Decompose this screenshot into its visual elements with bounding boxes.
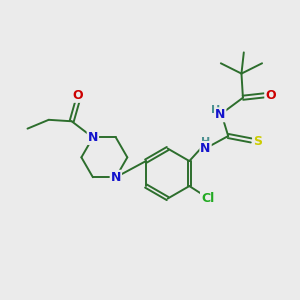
Text: N: N bbox=[88, 131, 98, 144]
Text: N: N bbox=[215, 108, 225, 121]
Text: H: H bbox=[201, 137, 210, 147]
Text: O: O bbox=[265, 89, 276, 102]
Text: N: N bbox=[200, 142, 211, 155]
Text: N: N bbox=[111, 171, 121, 184]
Text: S: S bbox=[253, 135, 262, 148]
Text: Cl: Cl bbox=[201, 192, 214, 205]
Text: O: O bbox=[72, 89, 83, 102]
Text: H: H bbox=[211, 104, 220, 115]
